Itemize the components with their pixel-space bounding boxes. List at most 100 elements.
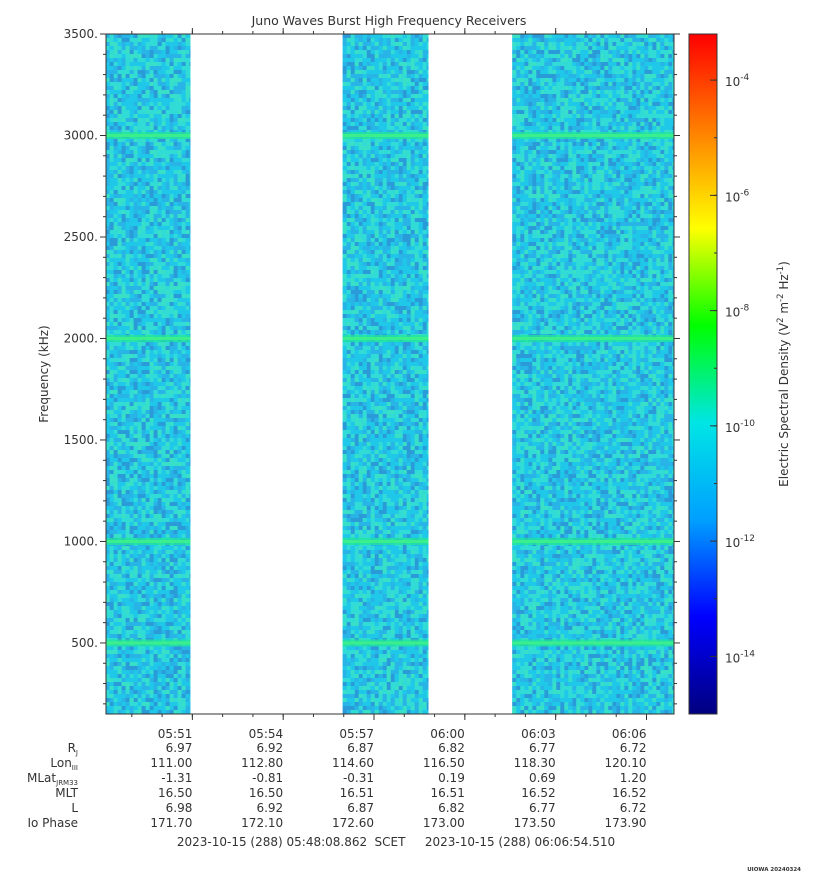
spectrogram-plot <box>105 34 674 714</box>
ephemeris-value: 6.92 <box>256 801 283 815</box>
ephemeris-row-label: Io Phase <box>27 816 78 830</box>
colorbar-tick-label: 10-4 <box>725 73 750 89</box>
ephemeris-value: 6.92 <box>256 741 283 755</box>
ephemeris-value: 172.10 <box>241 816 283 830</box>
y-tick-label: 2500. <box>64 230 98 244</box>
colorbar: 10-14 10-12 10-10 10-8 10-6 10-4 <box>688 33 755 715</box>
y-tick-label: 1500. <box>64 433 98 447</box>
ephemeris-value: 112.80 <box>241 756 283 770</box>
x-tick-label: 05:57 <box>339 727 374 741</box>
ephemeris-value: 6.82 <box>438 801 465 815</box>
ephemeris-value: -0.31 <box>343 771 374 785</box>
ephemeris-row-label: MLatJRM33 <box>27 771 78 787</box>
emission-band-core-1000 <box>342 539 429 543</box>
ephemeris-value: 120.10 <box>604 756 646 770</box>
scet-label: SCET <box>375 835 407 849</box>
colorbar-gradient <box>688 33 718 715</box>
emission-band-core-500 <box>512 641 674 645</box>
noise-texture <box>512 34 674 714</box>
ephemeris-value: 6.77 <box>529 801 556 815</box>
end-time-label: 2023-10-15 (288) 06:06:54.510 <box>425 835 615 849</box>
ephemeris-row-label: LonIII <box>50 756 78 772</box>
ephemeris-row-label: RJ <box>68 741 78 757</box>
emission-band-core-3000 <box>342 133 429 137</box>
emission-band-core-2000 <box>342 336 429 340</box>
ephemeris-value: 0.69 <box>529 771 556 785</box>
emission-band-core-1000 <box>512 539 674 543</box>
emission-band-core-500 <box>342 641 429 645</box>
emission-band-core-1000 <box>105 539 191 543</box>
colorbar-label-text-2: m <box>777 302 791 318</box>
colorbar-label-exp-3: -1 <box>776 266 786 274</box>
ephemeris-value: 114.60 <box>332 756 374 770</box>
emission-band-core-3000 <box>105 133 191 137</box>
ephemeris-value: 171.70 <box>150 816 192 830</box>
ephemeris-value: 6.72 <box>620 801 647 815</box>
emission-band-core-2000 <box>105 336 191 340</box>
y-tick-label: 2000. <box>64 331 98 345</box>
colorbar-label: Electric Spectral Density (V2 m-2 Hz-1) <box>776 261 791 487</box>
colorbar-label-exp-2: -2 <box>776 293 786 301</box>
noise-texture <box>105 34 191 714</box>
chart-title: Juno Waves Burst High Frequency Receiver… <box>251 13 527 28</box>
ephemeris-value: 118.30 <box>514 756 556 770</box>
plot-frame <box>105 33 675 715</box>
watermark: UIOWA 20240324 <box>747 867 801 873</box>
colorbar-tick-label: 10-12 <box>725 534 755 550</box>
ephemeris-value: 1.20 <box>620 771 647 785</box>
ephemeris-value: -0.81 <box>252 771 283 785</box>
colorbar-tick-label: 10-14 <box>725 649 755 665</box>
colorbar-label-text: Electric Spectral Density (V <box>777 322 791 487</box>
ephemeris-value: 6.87 <box>347 741 374 755</box>
y-tick-label: 3000. <box>64 128 98 142</box>
noise-texture <box>342 34 429 714</box>
ephemeris-value: 16.52 <box>521 786 555 800</box>
ephemeris-value: 16.52 <box>612 786 646 800</box>
emission-band-core-3000 <box>512 133 674 137</box>
ephemeris-value: 111.00 <box>150 756 192 770</box>
ephemeris-value: 173.90 <box>604 816 646 830</box>
data-interval-2 <box>342 34 429 714</box>
noise-texture <box>342 34 429 714</box>
colorbar-tick-label: 10-8 <box>725 304 750 320</box>
ephemeris-value: 6.98 <box>166 801 193 815</box>
ephemeris-row-label: L <box>71 801 78 815</box>
y-tick-label: 3500. <box>64 27 98 41</box>
start-time-label: 2023-10-15 (288) 05:48:08.862 <box>177 835 367 849</box>
y-axis-label: Frequency (kHz) <box>37 325 51 422</box>
colorbar-label-text-4: ) <box>777 261 791 266</box>
ephemeris-value: 16.50 <box>158 786 192 800</box>
colorbar-tick-label: 10-6 <box>725 188 750 204</box>
ephemeris-value: 6.87 <box>347 801 374 815</box>
y-tick-label: 500. <box>71 636 98 650</box>
ephemeris-value: 6.82 <box>438 741 465 755</box>
x-tick-label: 06:06 <box>612 727 647 741</box>
ephemeris-value: 173.00 <box>423 816 465 830</box>
x-tick-label: 05:51 <box>158 727 193 741</box>
data-interval-3 <box>512 34 674 714</box>
ephemeris-value: 6.97 <box>166 741 193 755</box>
data-interval-1 <box>105 34 191 714</box>
ephemeris-value: 173.50 <box>514 816 556 830</box>
plot-axes: 500. 1000. 1500. 2000. 2500. 3000. 3500. 05:51 0… <box>64 27 680 741</box>
ephemeris-value: 16.51 <box>340 786 374 800</box>
x-tick-label: 06:03 <box>521 727 556 741</box>
emission-band-core-2000 <box>512 336 674 340</box>
y-tick-label: 1000. <box>64 534 98 548</box>
ephemeris-row-label: MLT <box>55 786 78 800</box>
noise-texture <box>105 34 191 714</box>
emission-band-core-500 <box>105 641 191 645</box>
ephemeris-value: 116.50 <box>423 756 465 770</box>
ephemeris-value: 6.72 <box>620 741 647 755</box>
ephemeris-value: 16.50 <box>249 786 283 800</box>
colorbar-label-text-3: Hz <box>777 274 791 293</box>
x-tick-label: 06:00 <box>430 727 465 741</box>
ephemeris-value: 16.51 <box>430 786 464 800</box>
colorbar-label-exp-1: 2 <box>776 317 786 322</box>
x-tick-label: 05:54 <box>249 727 284 741</box>
ephemeris-value: 6.77 <box>529 741 556 755</box>
ephemeris-value: 0.19 <box>438 771 465 785</box>
ephemeris-value: -1.31 <box>161 771 192 785</box>
